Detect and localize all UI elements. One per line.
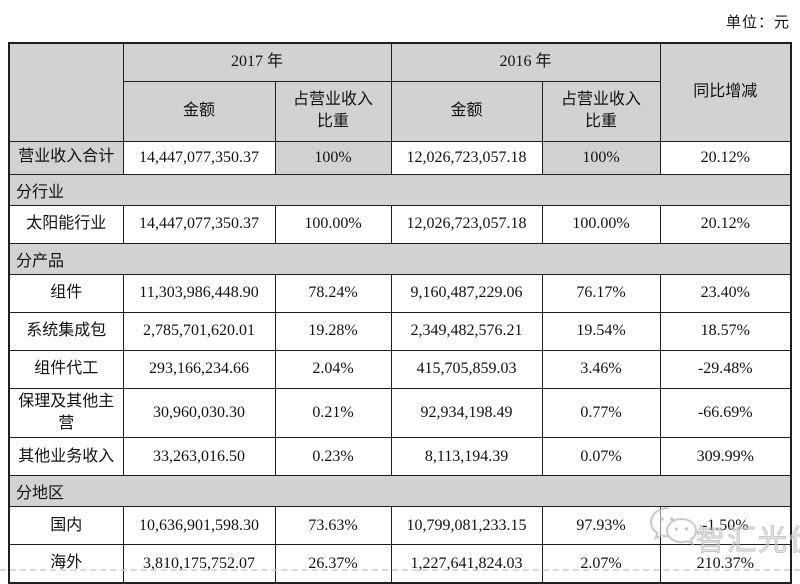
table-row: 组件 11,303,986,448.90 78.24% 9,160,487,229.0… xyxy=(8,273,792,313)
header-yoy: 同比增减 xyxy=(659,42,792,142)
section-label: 分地区 xyxy=(8,475,792,508)
amount-2017-cell: 11,303,986,448.90 xyxy=(122,273,276,313)
section-row: 分地区 xyxy=(8,475,792,508)
ratio-2016-cell: 76.17% xyxy=(541,273,661,313)
corner-cell xyxy=(8,42,124,142)
ratio-2017-cell: 26.37% xyxy=(274,544,392,584)
header-ratio-2016: 占营业收入 比重 xyxy=(541,80,661,142)
yoy-cell: -29.48% xyxy=(659,349,792,389)
amount-2016-cell: 92,934,198.49 xyxy=(390,387,543,439)
table-row: 保理及其他主营 30,960,030.30 0.21% 92,934,198.49 0.… xyxy=(8,387,792,439)
yoy-cell: 20.12% xyxy=(659,140,792,175)
table-row: 太阳能行业 14,447,077,350.37 100.00% 12,026,723,… xyxy=(8,204,792,244)
ratio-2017-cell: 73.63% xyxy=(274,506,392,546)
header-ratio-2017: 占营业收入 比重 xyxy=(274,80,392,142)
header-2017: 2017 年 xyxy=(122,42,392,82)
table-row: 营业收入合计 14,447,077,350.37 100% 12,026,723,05… xyxy=(8,140,792,175)
table-row: 国内 10,636,901,598.30 73.63% 10,799,081,233.… xyxy=(8,506,792,546)
amount-2016-cell: 12,026,723,057.18 xyxy=(390,140,543,175)
amount-2016-cell: 2,349,482,576.21 xyxy=(390,311,543,351)
ratio-2016-cell: 97.93% xyxy=(541,506,661,546)
amount-2017-cell: 14,447,077,350.37 xyxy=(122,204,276,244)
ratio-2017-cell: 0.21% xyxy=(274,387,392,439)
ratio-label-line1: 占营业收入 xyxy=(293,91,374,109)
unit-label: 单位：元 xyxy=(725,15,790,31)
header-amount-2016: 金额 xyxy=(390,80,543,142)
amount-2017-cell: 14,447,077,350.37 xyxy=(122,140,276,175)
yoy-cell: 23.40% xyxy=(659,273,792,313)
section-row: 分产品 xyxy=(8,242,792,275)
row-label-cell: 组件代工 xyxy=(8,349,124,389)
row-label-cell: 国内 xyxy=(8,506,124,546)
ratio-2016-cell: 0.07% xyxy=(541,437,661,477)
amount-2016-cell: 10,799,081,233.15 xyxy=(390,506,543,546)
ratio-2017-cell: 78.24% xyxy=(274,273,392,313)
amount-2017-cell: 2,785,701,620.01 xyxy=(122,311,276,351)
ratio-2016-cell: 2.07% xyxy=(541,544,661,584)
section-label: 分产品 xyxy=(8,242,792,275)
section-label: 分行业 xyxy=(8,173,792,206)
amount-2016-cell: 12,026,723,057.18 xyxy=(390,204,543,244)
row-label-cell: 海外 xyxy=(8,544,124,584)
cutoff-dashed-line xyxy=(0,569,800,571)
row-label-cell: 营业收入合计 xyxy=(8,140,124,175)
table-row: 其他业务收入 33,263,016.50 0.23% 8,113,194.39 0.07… xyxy=(8,437,792,477)
section-row: 分行业 xyxy=(8,173,792,206)
ratio-2016-cell: 0.77% xyxy=(541,387,661,439)
header-2016: 2016 年 xyxy=(390,42,661,82)
amount-2017-cell: 30,960,030.30 xyxy=(122,387,276,439)
ratio-2017-cell: 2.04% xyxy=(274,349,392,389)
ratio-2017-cell: 0.23% xyxy=(274,437,392,477)
ratio-2017-cell: 100.00% xyxy=(274,204,392,244)
header-amount-2017: 金额 xyxy=(122,80,276,142)
yoy-cell: 18.57% xyxy=(659,311,792,351)
ratio-label-line2: 比重 xyxy=(317,113,350,130)
amount-2016-cell: 9,160,487,229.06 xyxy=(390,273,543,313)
yoy-cell: 20.12% xyxy=(659,204,792,244)
ratio-2016-cell: 19.54% xyxy=(541,311,661,351)
row-label-cell: 太阳能行业 xyxy=(8,204,124,244)
table-row: 组件代工 293,166,234.66 2.04% 415,705,859.03 3.4… xyxy=(8,349,792,389)
table-row: 海外 3,810,175,752.07 26.37% 1,227,641,824.03… xyxy=(8,544,792,584)
header-row-metrics: 金额 占营业收入比重 金额 占营业收入比重 xyxy=(9,80,791,142)
yoy-cell: 309.99% xyxy=(659,437,792,477)
yoy-cell: -66.69% xyxy=(659,387,792,439)
ratio-2016-cell: 100% xyxy=(541,140,661,175)
amount-2016-cell: 415,705,859.03 xyxy=(390,349,543,389)
row-label-cell: 其他业务收入 xyxy=(8,437,124,477)
revenue-breakdown-table: 2017 年 2016 年 同比增减 金额 占营业收入比重 金额 占营业收入比重… xyxy=(8,42,793,584)
ratio-2017-cell: 19.28% xyxy=(274,311,392,351)
amount-2016-cell: 8,113,194.39 xyxy=(390,437,543,477)
amount-2017-cell: 293,166,234.66 xyxy=(122,349,276,389)
amount-2017-cell: 3,810,175,752.07 xyxy=(122,544,276,584)
table-row: 系统集成包 2,785,701,620.01 19.28% 2,349,482,576… xyxy=(8,311,792,351)
row-label-cell: 保理及其他主营 xyxy=(8,387,124,439)
yoy-cell: 210.37% xyxy=(659,544,792,584)
ratio-2016-cell: 100.00% xyxy=(541,204,661,244)
ratio-2017-cell: 100% xyxy=(274,140,392,175)
row-label-cell: 系统集成包 xyxy=(8,311,124,351)
ratio-2016-cell: 3.46% xyxy=(541,349,661,389)
ratio-label-line1: 占营业收入 xyxy=(561,91,642,109)
amount-2017-cell: 10,636,901,598.30 xyxy=(122,506,276,546)
amount-2017-cell: 33,263,016.50 xyxy=(122,437,276,477)
row-label-cell: 组件 xyxy=(8,273,124,313)
ratio-label-line2: 比重 xyxy=(585,113,618,130)
amount-2016-cell: 1,227,641,824.03 xyxy=(390,544,543,584)
header-row-years: 2017 年 2016 年 同比增减 xyxy=(8,42,792,142)
yoy-cell: -1.50% xyxy=(659,506,792,546)
